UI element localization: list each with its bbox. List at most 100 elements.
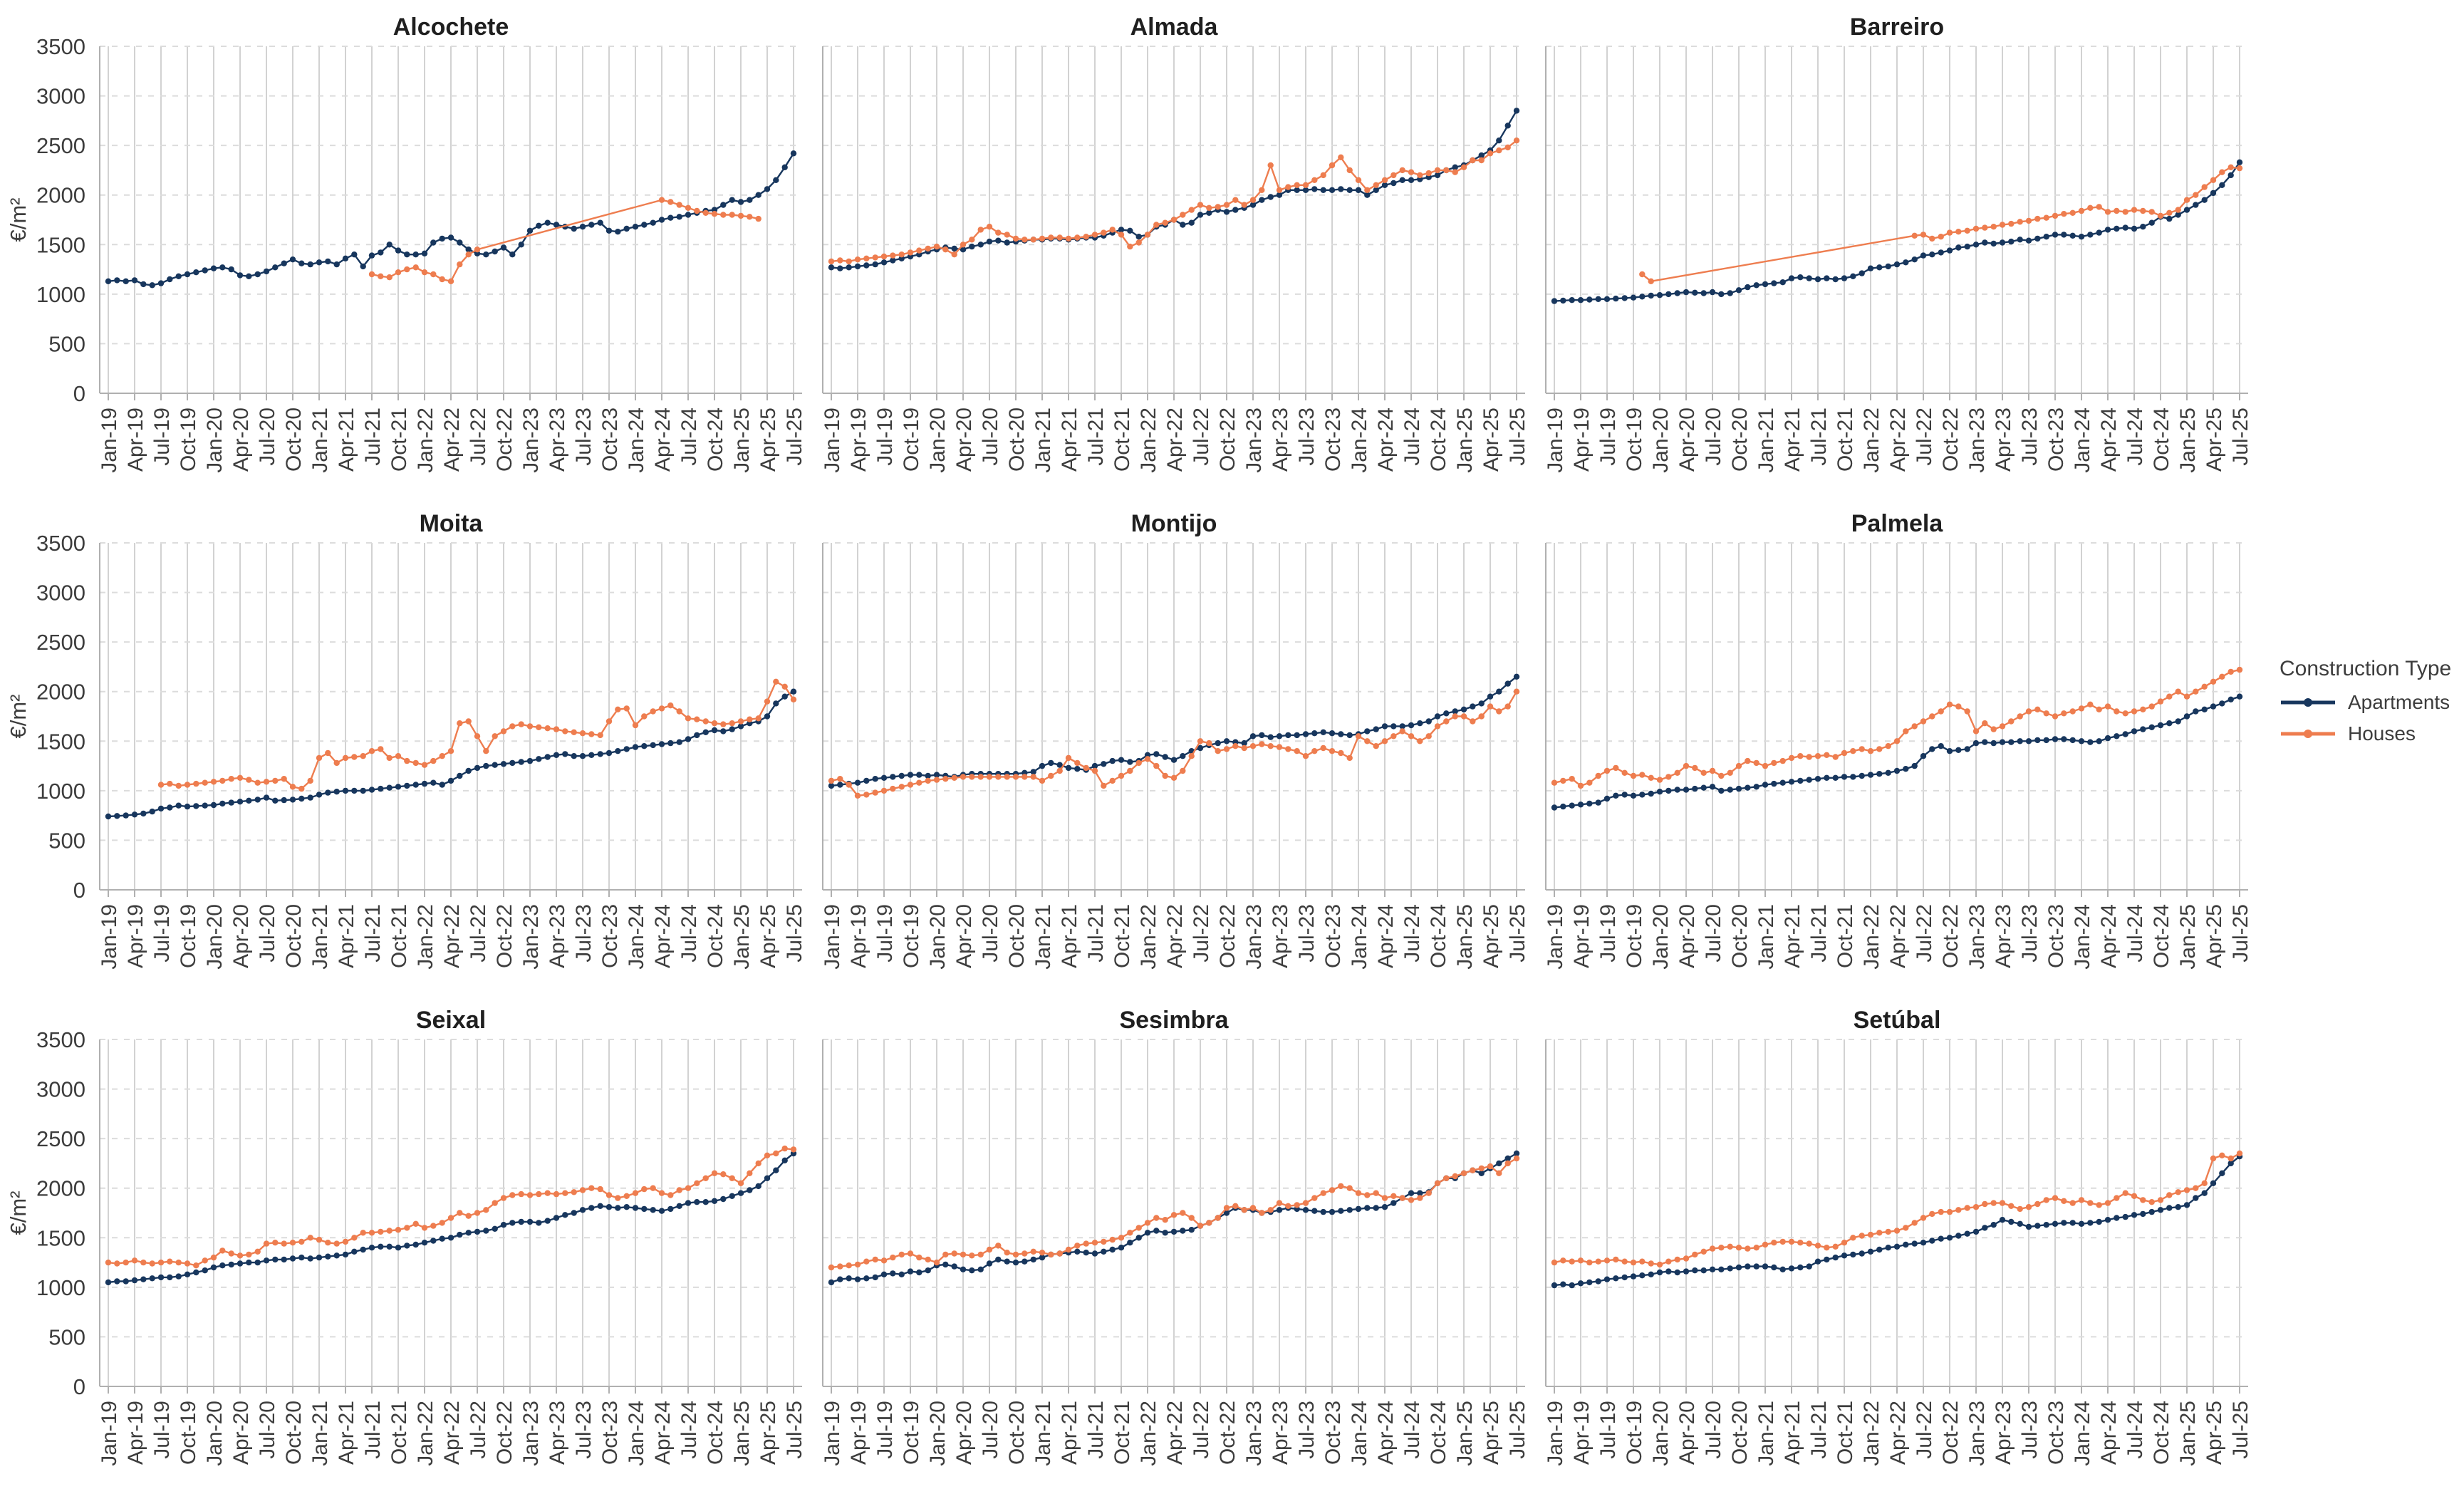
- x-tick-label: Apr-23: [546, 408, 569, 472]
- x-tick-label: Apr-19: [124, 1401, 147, 1465]
- x-tick-label: Oct-22: [1939, 904, 1963, 968]
- legend-title: Construction Type: [2280, 657, 2452, 680]
- x-tick-label: Apr-23: [1269, 1401, 1292, 1465]
- x-tick-label: Apr-24: [1374, 904, 1398, 968]
- x-tick-label: Oct-21: [388, 408, 411, 472]
- x-tick-label: Jan-21: [308, 904, 332, 970]
- x-tick-label: Apr-24: [651, 1401, 675, 1465]
- chart-palmela: Jan-19 Apr-19 Jul-19 Oct-19 Jan-20 Apr-20 Jul-…: [1544, 510, 2252, 970]
- x-tick-label: Oct-22: [493, 904, 516, 968]
- x-tick-label: Jul-23: [1295, 1401, 1319, 1459]
- x-tick-label: Oct-24: [2150, 408, 2173, 472]
- vertical-gridlines: [108, 1039, 794, 1386]
- chart-alcochete: Jan-19 Apr-19 Jul-19 Oct-19 Jan-20 Apr-20 Jul-…: [6, 14, 806, 473]
- x-tick-label: Oct-23: [1321, 408, 1345, 472]
- x-tick-label: Oct-23: [598, 1401, 622, 1465]
- y-tick-label: 500: [48, 1324, 85, 1349]
- x-tick-label: Oct-23: [1321, 904, 1345, 968]
- x-tick-label: Jan-22: [1137, 408, 1160, 473]
- x-tick-label: Jan-22: [1860, 408, 1883, 473]
- houses-line-swatch: [2281, 730, 2335, 738]
- x-tick-label: Jul-25: [783, 408, 806, 466]
- houses-series-markers: [1639, 164, 2243, 284]
- x-tick-label: Jul-20: [1702, 1401, 1725, 1459]
- y-tick-label: 3000: [36, 581, 85, 606]
- x-tick-label: Jul-20: [979, 408, 1002, 466]
- x-tick-label: Oct-20: [1005, 408, 1029, 472]
- x-axis-ticks: Jan-19 Apr-19 Jul-19 Oct-19 Jan-20 Apr-20 Jul-…: [1544, 393, 2252, 473]
- x-tick-label: Oct-21: [388, 904, 411, 968]
- y-tick-label: 2500: [36, 630, 85, 655]
- x-axis-ticks: Jan-19 Apr-19 Jul-19 Oct-19 Jan-20 Apr-20 Jul-…: [98, 1386, 806, 1466]
- x-tick-label: Oct-22: [1216, 408, 1239, 472]
- x-tick-label: Apr-22: [1163, 408, 1187, 472]
- x-tick-label: Jan-20: [203, 408, 227, 473]
- x-tick-label: Jan-20: [1649, 904, 1673, 970]
- x-tick-label: Jul-22: [1913, 408, 1936, 466]
- houses-series-markers: [1551, 666, 2243, 789]
- x-tick-label: Jul-21: [1084, 1401, 1108, 1459]
- y-tick-label: 0: [73, 878, 85, 903]
- x-tick-label: Apr-25: [757, 904, 780, 968]
- x-tick-label: Apr-21: [1058, 1401, 1081, 1465]
- y-tick-label: 2500: [36, 1126, 85, 1151]
- x-tick-label: Oct-24: [2150, 904, 2173, 968]
- x-tick-label: Jan-21: [308, 408, 332, 473]
- x-tick-label: Apr-23: [1992, 904, 2015, 968]
- chart-title: Alcochete: [393, 14, 509, 41]
- x-tick-label: Oct-21: [1834, 904, 1857, 968]
- x-tick-label: Oct-19: [177, 1401, 200, 1465]
- x-tick-label: Jul-23: [2018, 408, 2042, 466]
- x-tick-label: Jul-21: [1807, 1401, 1831, 1459]
- x-tick-label: Jul-25: [2229, 408, 2252, 466]
- x-tick-label: Jul-19: [1596, 904, 1620, 963]
- x-tick-label: Jul-19: [1596, 408, 1620, 466]
- x-tick-label: Oct-20: [1728, 1401, 1752, 1465]
- x-tick-label: Jan-19: [1544, 1401, 1567, 1466]
- apartments-series-markers: [105, 1150, 797, 1286]
- x-tick-label: Jul-24: [677, 408, 701, 466]
- x-axis-ticks: Jan-19 Apr-19 Jul-19 Oct-19 Jan-20 Apr-20 Jul-…: [1544, 890, 2252, 970]
- x-tick-label: Jul-24: [1400, 904, 1424, 963]
- y-axis-label: €/m²: [6, 198, 31, 242]
- x-tick-label: Apr-21: [1058, 904, 1081, 968]
- x-tick-label: Apr-22: [1163, 904, 1187, 968]
- x-tick-label: Jul-21: [361, 408, 385, 466]
- x-tick-label: Apr-23: [1992, 1401, 2015, 1465]
- x-tick-label: Jan-20: [203, 904, 227, 970]
- x-tick-label: Jan-23: [1242, 904, 1266, 970]
- x-tick-label: Jan-19: [821, 408, 844, 473]
- x-tick-label: Apr-23: [1269, 904, 1292, 968]
- x-tick-label: Jul-25: [2229, 1401, 2252, 1459]
- x-tick-label: Oct-21: [1111, 408, 1134, 472]
- x-tick-label: Apr-24: [1374, 1401, 1398, 1465]
- x-tick-label: Jan-21: [1755, 1401, 1778, 1466]
- x-tick-label: Apr-22: [440, 408, 464, 472]
- y-tick-label: 1500: [36, 729, 85, 754]
- x-tick-label: Apr-21: [335, 904, 358, 968]
- x-tick-label: Jul-21: [1084, 904, 1108, 963]
- chart-montijo: Jan-19 Apr-19 Jul-19 Oct-19 Jan-20 Apr-20 Jul-…: [821, 510, 1529, 970]
- x-tick-label: Jan-20: [1649, 408, 1673, 473]
- x-tick-label: Jan-22: [1137, 1401, 1160, 1466]
- y-tick-label: 2000: [36, 680, 85, 705]
- x-tick-label: Oct-22: [1939, 408, 1963, 472]
- x-tick-label: Oct-23: [598, 408, 622, 472]
- x-tick-label: Oct-23: [2044, 904, 2068, 968]
- y-tick-label: 1000: [36, 779, 85, 804]
- apartments-line-swatch: [2281, 698, 2335, 707]
- y-tick-label: 2500: [36, 133, 85, 158]
- y-axis-label: €/m²: [6, 695, 31, 739]
- x-tick-label: Oct-20: [282, 408, 306, 472]
- apartments-series-markers: [828, 673, 1520, 789]
- vertical-gridlines: [1554, 1039, 2240, 1386]
- chart-title: Barreiro: [1850, 14, 1944, 41]
- x-axis-ticks: Jan-19 Apr-19 Jul-19 Oct-19 Jan-20 Apr-20 Jul-…: [821, 393, 1529, 473]
- x-tick-label: Apr-22: [440, 1401, 464, 1465]
- x-tick-label: Apr-25: [1480, 408, 1503, 472]
- y-tick-label: 2000: [36, 1176, 85, 1201]
- x-tick-label: Jan-24: [1348, 408, 1371, 473]
- vertical-gridlines: [831, 46, 1517, 393]
- x-tick-label: Jul-23: [572, 904, 596, 963]
